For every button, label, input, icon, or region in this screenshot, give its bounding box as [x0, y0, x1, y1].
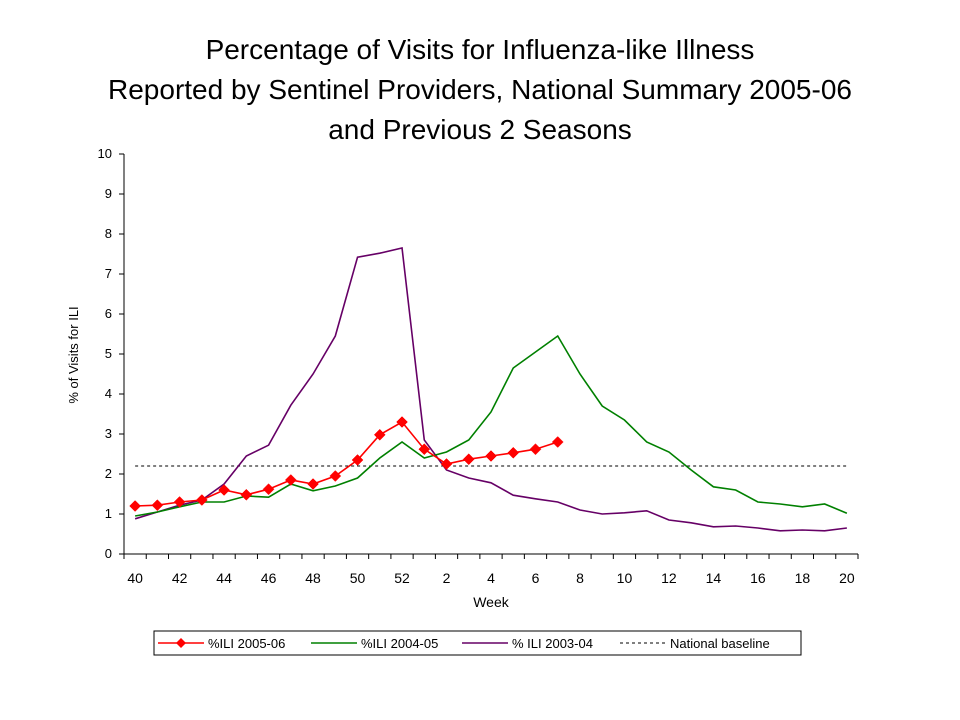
x-tick-label: 18	[795, 570, 811, 586]
chart-title-line-2: Reported by Sentinel Providers, National…	[108, 74, 852, 105]
data-point	[262, 483, 275, 496]
data-point	[173, 496, 186, 508]
y-tick-label: 10	[98, 146, 112, 161]
data-point	[418, 443, 431, 456]
data-point	[485, 450, 497, 462]
y-tick-label: 3	[105, 426, 112, 441]
series-line-ili-2004-05	[134, 334, 848, 517]
x-tick-label: 44	[216, 570, 232, 586]
x-tick-label: 8	[576, 570, 584, 586]
legend-label-national-baseline: National baseline	[670, 636, 770, 651]
data-point	[284, 474, 297, 486]
x-tick-label: 6	[532, 570, 540, 586]
x-tick-label: 2	[443, 570, 451, 586]
data-point	[396, 416, 408, 428]
series-line-ili-2003-04	[134, 247, 847, 532]
x-tick-label: 16	[750, 570, 766, 586]
legend-label-ili-2003-04: % ILI 2003-04	[512, 636, 593, 651]
x-tick-label: 14	[706, 570, 722, 586]
data-point	[307, 478, 319, 490]
chart-title-line-1: Percentage of Visits for Influenza-like …	[205, 34, 755, 65]
y-tick-label: 0	[105, 546, 112, 561]
y-tick-label: 5	[105, 346, 112, 361]
data-point	[151, 499, 164, 512]
y-axis: 0 1 2 3 4 5 6 7 8 9 10	[98, 146, 125, 561]
x-tick-label: 50	[350, 570, 366, 586]
x-tick-label: 4	[487, 570, 495, 586]
x-tick-label: 20	[839, 570, 855, 586]
y-tick-label: 9	[105, 186, 112, 201]
series-layer	[129, 247, 848, 532]
data-point	[440, 458, 453, 470]
x-tick-label: 48	[305, 570, 321, 586]
data-point	[462, 453, 475, 466]
x-tick-label: 52	[394, 570, 410, 586]
y-axis-label: % of Visits for ILI	[66, 306, 81, 403]
legend: %ILI 2005-06 %ILI 2004-05 % ILI 2003-04 Nat…	[153, 630, 802, 656]
legend-marker-ili-2005-06	[176, 638, 186, 648]
chart-title: Percentage of Visits for Influenza-like …	[0, 30, 960, 150]
y-tick-label: 8	[105, 226, 112, 241]
y-tick-label: 4	[105, 386, 112, 401]
series-line-ili-2005-06	[135, 420, 558, 507]
data-point	[129, 500, 141, 512]
x-axis-label: Week	[473, 594, 510, 610]
x-tick-label: 12	[661, 570, 677, 586]
legend-label-ili-2004-05: %ILI 2004-05	[361, 636, 438, 651]
y-tick-label: 1	[105, 506, 112, 521]
y-tick-label: 6	[105, 306, 112, 321]
x-tick-label: 46	[261, 570, 277, 586]
y-tick-label: 7	[105, 266, 112, 281]
data-point	[218, 484, 230, 496]
chart-title-line-3: and Previous 2 Seasons	[328, 114, 632, 145]
data-point	[240, 488, 253, 501]
data-point	[373, 428, 386, 441]
x-axis: 40 42 44 46 48 50 52 2 4 6 8 10 12 14 16 18 20	[123, 553, 859, 586]
x-tick-label: 40	[127, 570, 143, 586]
data-point	[329, 470, 342, 482]
data-point	[351, 454, 364, 466]
x-tick-label: 42	[172, 570, 188, 586]
data-point	[551, 436, 564, 448]
x-tick-label: 10	[617, 570, 633, 586]
data-point	[507, 446, 520, 459]
legend-label-ili-2005-06: %ILI 2005-06	[208, 636, 285, 651]
y-tick-label: 2	[105, 466, 112, 481]
data-point	[529, 443, 542, 456]
data-point	[195, 494, 208, 506]
